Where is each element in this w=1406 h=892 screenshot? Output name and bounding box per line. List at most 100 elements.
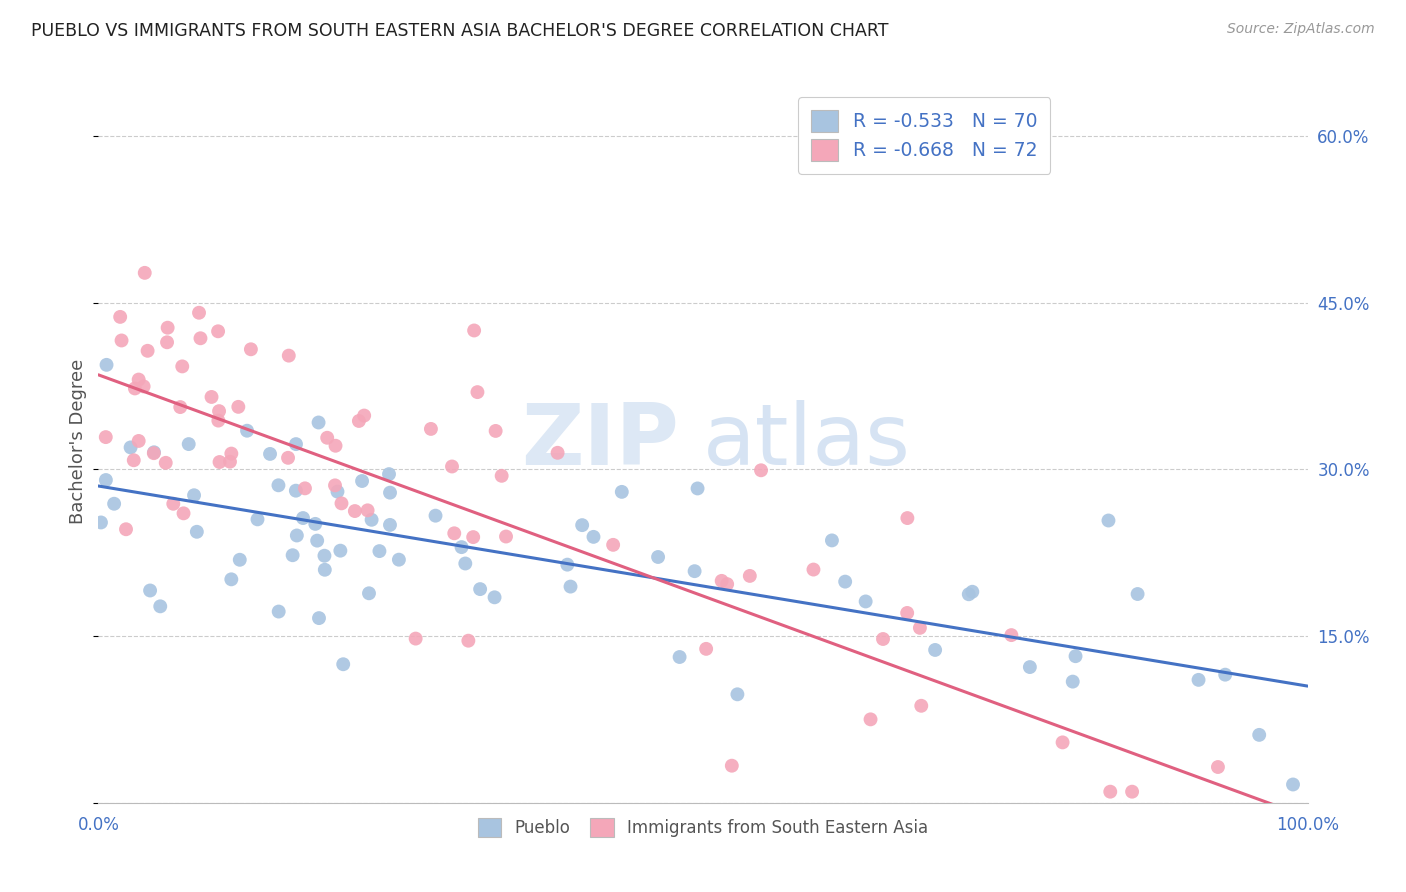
Point [683,564,706,578]
Point [1206,760,1229,774]
Point [128,434,150,448]
Point [647,549,669,564]
Point [454,557,477,571]
Point [357,586,380,600]
Point [292,511,315,525]
Point [721,758,744,772]
Point [294,481,316,495]
Point [1062,674,1084,689]
Point [308,416,330,430]
Point [259,447,281,461]
Point [155,456,177,470]
Point [162,497,184,511]
Point [172,359,194,374]
Point [450,540,472,554]
Point [308,611,330,625]
Point [419,422,441,436]
Point [108,310,131,324]
Point [749,463,772,477]
Point [314,549,336,563]
Point [468,582,491,596]
Point [834,574,856,589]
Point [1000,628,1022,642]
Point [872,632,894,646]
Point [332,657,354,672]
Point [139,583,162,598]
Point [855,594,877,608]
Point [686,482,709,496]
Point [388,552,411,566]
Point [710,574,733,588]
Point [353,409,375,423]
Point [1064,649,1087,664]
Point [177,437,200,451]
Point [103,497,125,511]
Point [316,431,339,445]
Point [485,424,508,438]
Point [208,404,231,418]
Point [94,473,117,487]
Point [325,439,347,453]
Point [134,266,156,280]
Point [143,445,166,459]
Point [314,563,336,577]
Point [221,572,243,586]
Point [1052,735,1074,749]
Point [169,400,191,414]
Point [122,453,145,467]
Point [347,414,370,428]
Point [208,455,231,469]
Point [188,306,211,320]
Point [326,484,349,499]
Point [463,323,485,337]
Point [463,530,485,544]
Point [910,698,932,713]
Point [738,569,761,583]
Point [725,687,748,701]
Point [443,526,465,541]
Point [467,385,489,400]
Point [1187,673,1209,687]
Point [1099,785,1122,799]
Text: PUEBLO VS IMMIGRANTS FROM SOUTH EASTERN ASIA BACHELOR'S DEGREE CORRELATION CHART: PUEBLO VS IMMIGRANTS FROM SOUTH EASTERN … [31,22,889,40]
Point [239,343,262,357]
Point [149,599,172,614]
Text: atlas: atlas [703,400,911,483]
Point [156,320,179,334]
Point [156,335,179,350]
Point [200,390,222,404]
Point [924,643,946,657]
Point [352,474,374,488]
Point [136,343,159,358]
Point [115,522,138,536]
Point [602,538,624,552]
Point [304,516,326,531]
Point [281,548,304,562]
Point [277,349,299,363]
Point [425,508,447,523]
Point [229,553,252,567]
Point [859,712,882,726]
Point [378,485,401,500]
Point [236,424,259,438]
Point [560,580,582,594]
Point [378,517,401,532]
Point [440,459,463,474]
Point [285,528,308,542]
Point [1213,667,1236,681]
Point [284,483,307,498]
Point [183,488,205,502]
Point [610,484,633,499]
Point [484,591,506,605]
Point [1018,660,1040,674]
Point [90,516,112,530]
Point [94,430,117,444]
Point [547,446,569,460]
Point [132,379,155,393]
Point [457,633,479,648]
Point [571,518,593,533]
Point [96,358,118,372]
Point [1097,514,1119,528]
Point [962,584,984,599]
Point [343,504,366,518]
